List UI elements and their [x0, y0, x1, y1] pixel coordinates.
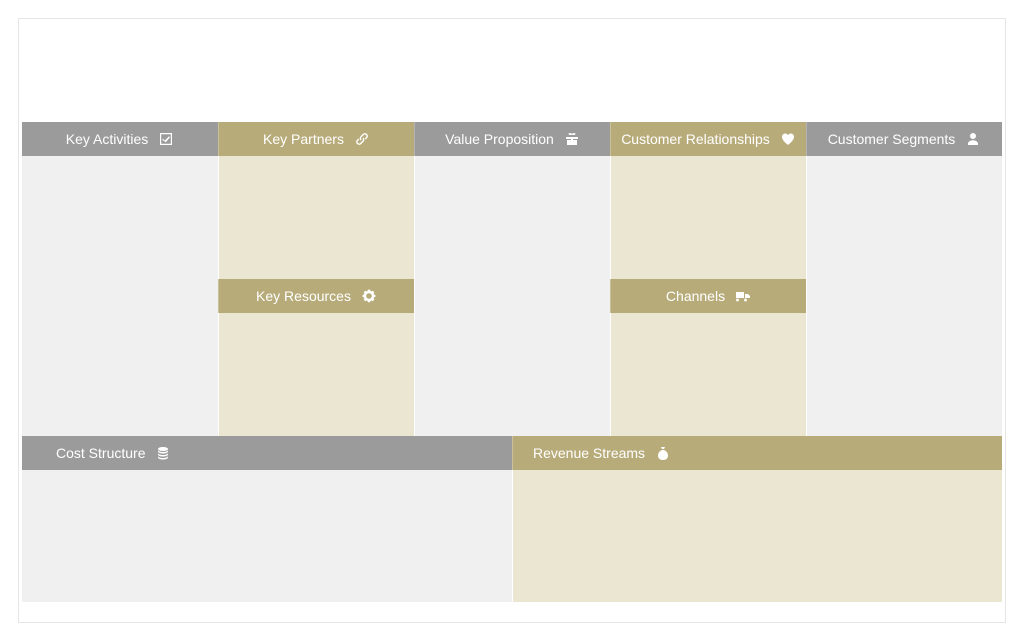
column-value-proposition: Value Proposition	[414, 122, 610, 436]
body-key-activities[interactable]	[22, 156, 218, 436]
link-icon	[354, 131, 370, 147]
header-customer-relationships[interactable]: Customer Relationships	[610, 122, 806, 156]
body-cost-structure[interactable]	[22, 470, 512, 602]
label-key-activities: Key Activities	[66, 131, 148, 147]
coins-icon	[155, 445, 171, 461]
header-key-activities[interactable]: Key Activities	[22, 122, 218, 156]
money-bag-icon	[655, 445, 671, 461]
header-revenue-streams[interactable]: Revenue Streams	[512, 436, 1002, 470]
label-cost-structure: Cost Structure	[56, 445, 145, 461]
column-key-partners-resources: Key Partners Key Resources	[218, 122, 414, 436]
header-customer-segments[interactable]: Customer Segments	[806, 122, 1002, 156]
label-value-proposition: Value Proposition	[445, 131, 554, 147]
column-revenue-streams: Revenue Streams	[512, 436, 1002, 602]
body-revenue-streams[interactable]	[512, 470, 1002, 602]
label-key-partners: Key Partners	[263, 131, 344, 147]
gear-icon	[361, 288, 377, 304]
truck-icon	[735, 288, 751, 304]
heart-icon	[780, 131, 796, 147]
header-cost-structure[interactable]: Cost Structure	[22, 436, 512, 470]
label-customer-segments: Customer Segments	[828, 131, 956, 147]
canvas-frame: Key Activities Key Partners Key Re	[18, 18, 1006, 623]
body-key-resources[interactable]	[218, 313, 414, 436]
label-channels: Channels	[666, 288, 725, 304]
column-customer-segments: Customer Segments	[806, 122, 1002, 436]
canvas-bottom-row: Cost Structure Revenue Streams	[22, 436, 1002, 602]
column-key-activities: Key Activities	[22, 122, 218, 436]
header-value-proposition[interactable]: Value Proposition	[414, 122, 610, 156]
business-model-canvas: Key Activities Key Partners Key Re	[19, 122, 1005, 602]
header-key-resources[interactable]: Key Resources	[218, 279, 414, 313]
user-icon	[965, 131, 981, 147]
body-channels[interactable]	[610, 313, 806, 436]
label-key-resources: Key Resources	[256, 288, 351, 304]
body-value-proposition[interactable]	[414, 156, 610, 436]
column-cost-structure: Cost Structure	[22, 436, 512, 602]
gift-icon	[564, 131, 580, 147]
check-square-icon	[158, 131, 174, 147]
body-customer-segments[interactable]	[806, 156, 1002, 436]
body-key-partners[interactable]	[218, 156, 414, 279]
column-customer-rel-channels: Customer Relationships Channels	[610, 122, 806, 436]
header-channels[interactable]: Channels	[610, 279, 806, 313]
label-customer-relationships: Customer Relationships	[621, 131, 770, 147]
header-key-partners[interactable]: Key Partners	[218, 122, 414, 156]
label-revenue-streams: Revenue Streams	[533, 445, 645, 461]
canvas-top-row: Key Activities Key Partners Key Re	[22, 122, 1002, 436]
body-customer-relationships[interactable]	[610, 156, 806, 279]
